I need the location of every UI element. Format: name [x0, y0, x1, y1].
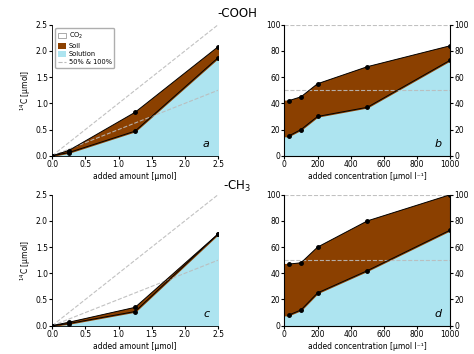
X-axis label: added concentration [μmol l⁻¹]: added concentration [μmol l⁻¹] [308, 342, 427, 350]
X-axis label: added amount [μmol]: added amount [μmol] [93, 342, 177, 350]
X-axis label: added concentration [μmol l⁻¹]: added concentration [μmol l⁻¹] [308, 172, 427, 181]
X-axis label: added amount [μmol]: added amount [μmol] [93, 172, 177, 181]
Text: a: a [203, 139, 210, 149]
Text: -COOH: -COOH [217, 7, 257, 20]
Y-axis label: $^{14}$C [μmol]: $^{14}$C [μmol] [18, 70, 33, 111]
Y-axis label: $^{14}$C [μmol]: $^{14}$C [μmol] [18, 240, 33, 281]
Text: b: b [435, 139, 442, 149]
Legend: CO$_2$, Soil, Solution, 50% & 100%: CO$_2$, Soil, Solution, 50% & 100% [55, 28, 115, 68]
Text: -CH$_3$: -CH$_3$ [223, 179, 251, 194]
Text: d: d [435, 309, 442, 319]
Text: c: c [204, 309, 210, 319]
